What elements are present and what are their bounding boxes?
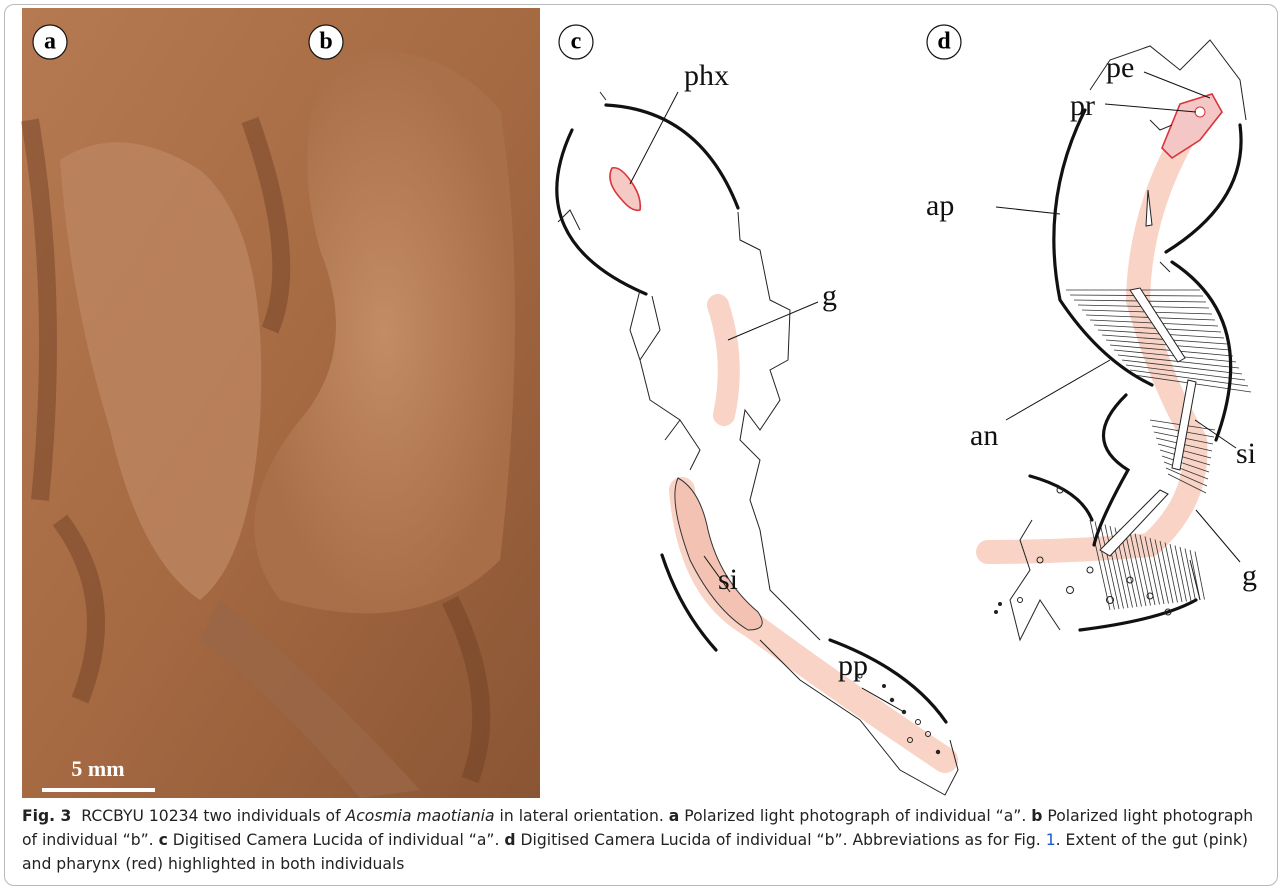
panel-label: c xyxy=(571,29,582,55)
leader-line xyxy=(728,302,818,340)
annotation: g xyxy=(822,279,837,312)
annotation: pr xyxy=(1070,89,1095,122)
drawing-c: phx g si pp xyxy=(557,59,958,795)
leader-line xyxy=(1006,360,1110,420)
annotation: phx xyxy=(684,59,729,92)
figure-caption: Fig. 3 RCCBYU 10234 two individuals of A… xyxy=(22,804,1262,876)
annotation: si xyxy=(1236,437,1256,470)
annotation: pp xyxy=(838,649,868,682)
caption-label: Fig. 3 xyxy=(22,807,71,825)
caption-panel: d xyxy=(504,831,515,849)
scale-bar-label: 5 mm xyxy=(71,756,124,781)
leader-line xyxy=(996,207,1060,214)
drawing-d: pe pr ap an si g xyxy=(926,40,1257,640)
caption-panel: b xyxy=(1031,807,1042,825)
panel-label-c: c xyxy=(559,25,593,59)
pharynx xyxy=(610,168,640,211)
annotation: si xyxy=(718,563,738,596)
panel-label: d xyxy=(937,29,951,55)
figure-link[interactable]: 1 xyxy=(1046,831,1056,849)
annotation: pe xyxy=(1106,51,1134,84)
panel-label: b xyxy=(319,29,332,55)
specimen-outline xyxy=(558,92,958,795)
gut xyxy=(718,305,729,415)
annotation: ap xyxy=(926,189,954,222)
body-outline xyxy=(557,130,646,294)
pharynx xyxy=(1162,94,1222,158)
caption-panel: c xyxy=(159,831,168,849)
caption-text: in lateral orientation. xyxy=(495,807,669,825)
figure: 5 mm a b c d phx xyxy=(0,0,1284,800)
proboscis xyxy=(1195,107,1205,117)
annotation: an xyxy=(970,419,998,452)
caption-text: Polarized light photograph of individual… xyxy=(679,807,1031,825)
panel-label-a: a xyxy=(33,25,67,59)
panel-label-d: d xyxy=(927,25,961,59)
caption-taxon: Acosmia maotiania xyxy=(346,807,495,825)
body-outline xyxy=(1080,600,1196,630)
panel-label-b: b xyxy=(309,25,343,59)
caption-text: RCCBYU 10234 two individuals of xyxy=(81,807,345,825)
leader-line xyxy=(1196,510,1240,562)
photograph: 5 mm xyxy=(22,8,540,798)
annulation-line xyxy=(1175,546,1187,602)
leader-line xyxy=(630,92,678,184)
annulation-line xyxy=(1180,547,1191,601)
annulation-line xyxy=(1195,552,1205,600)
annulation-line xyxy=(1170,544,1182,602)
panel-label: a xyxy=(44,29,56,55)
caption-text: Digitised Camera Lucida of individual “a… xyxy=(168,831,505,849)
leader-line xyxy=(1144,72,1210,98)
caption-text: Digitised Camera Lucida of individual “b… xyxy=(516,831,1046,849)
body-outline xyxy=(1094,395,1128,545)
body-outline xyxy=(1030,476,1092,520)
gut xyxy=(682,490,945,760)
annotation: g xyxy=(1242,559,1257,592)
caption-panel: a xyxy=(669,807,680,825)
